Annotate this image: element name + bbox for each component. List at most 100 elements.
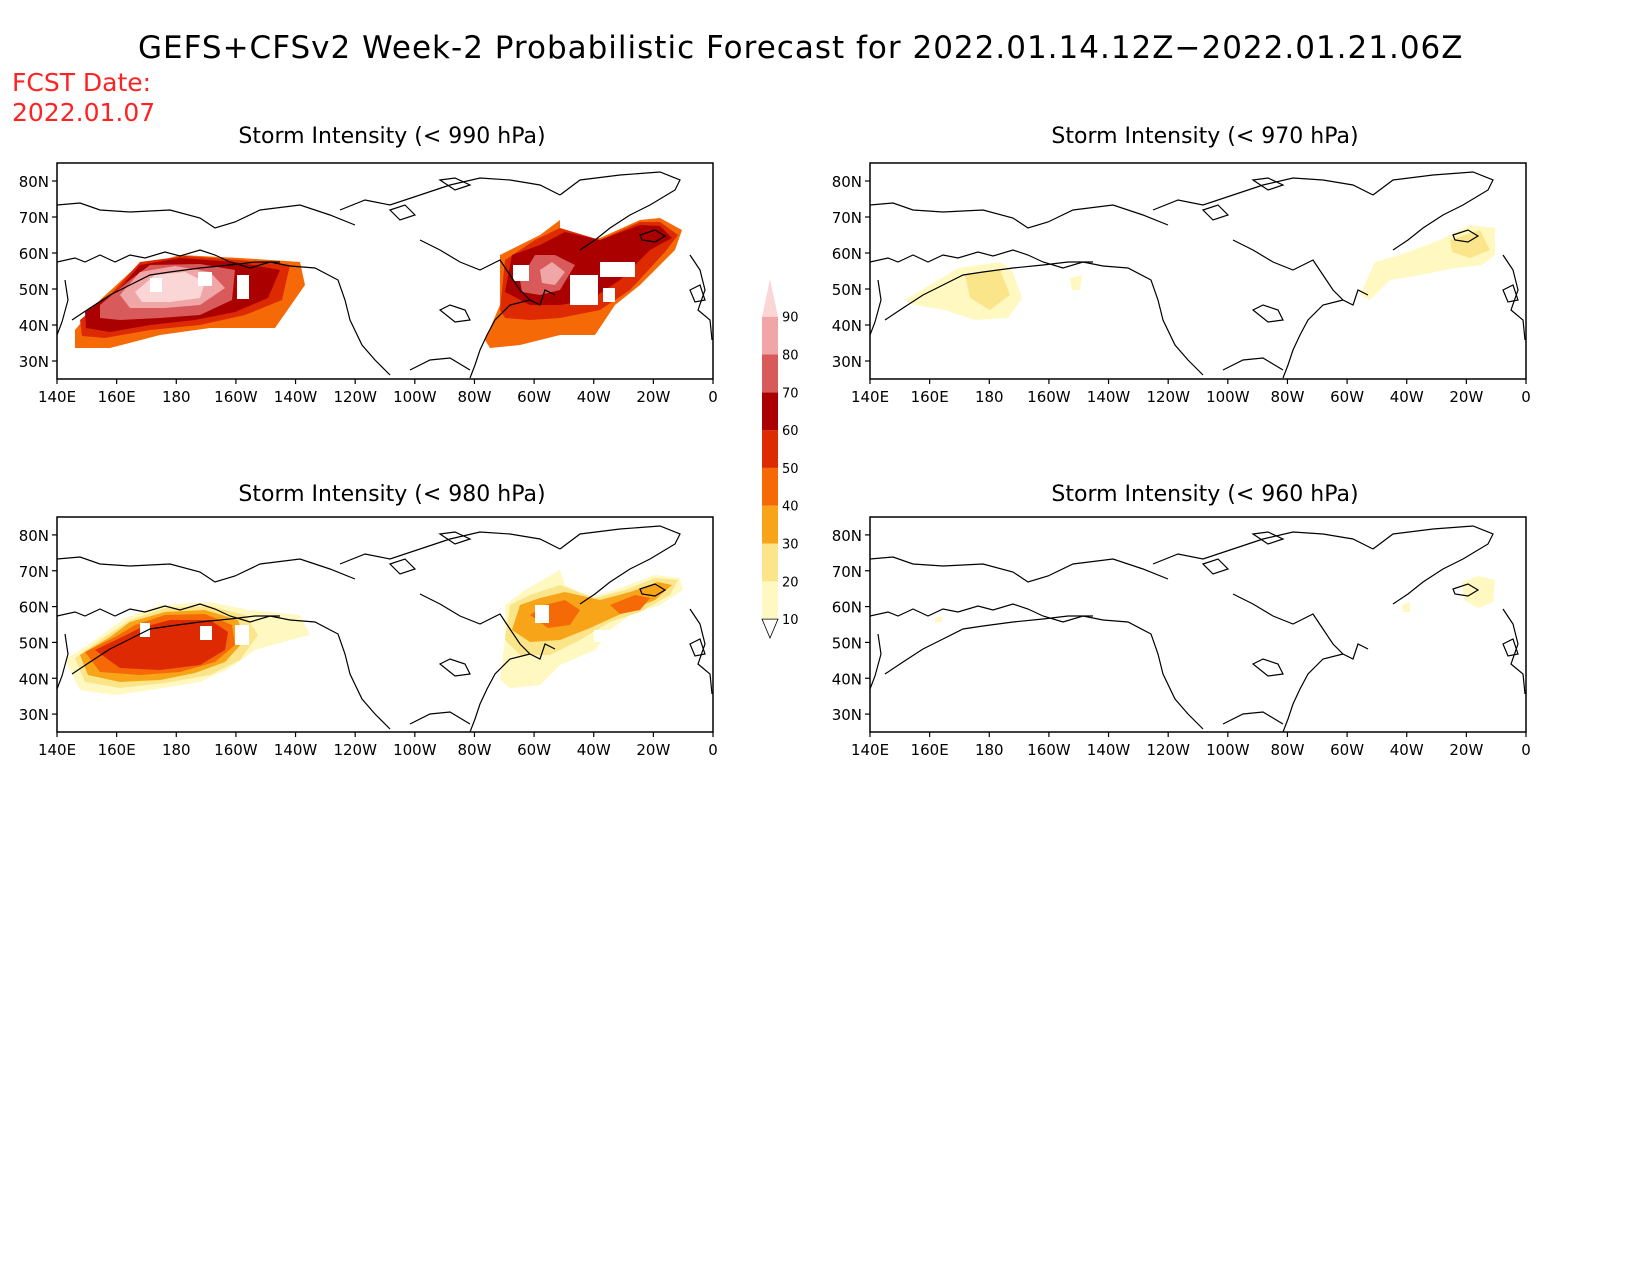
lon-tick-label: 120W <box>333 741 377 759</box>
lat-tick-label: 30N <box>19 706 49 724</box>
lon-tick-label: 80W <box>457 388 491 406</box>
lat-tick-label: 80N <box>832 527 862 545</box>
lat-tick-label: 50N <box>19 634 49 652</box>
lon-tick-label: 140E <box>851 388 889 406</box>
colorbar-swatch <box>762 581 778 620</box>
lat-tick-label: 40N <box>832 670 862 688</box>
lon-tick-label: 100W <box>1206 388 1250 406</box>
lat-tick-label: 60N <box>832 599 862 617</box>
lon-tick-label: 80W <box>457 741 491 759</box>
lon-tick-label: 140W <box>1087 741 1131 759</box>
lon-tick-label: 60W <box>1330 388 1364 406</box>
lon-tick-label: 100W <box>393 388 437 406</box>
colorbar-swatch <box>762 278 778 317</box>
probability-field-980 <box>65 570 683 695</box>
lat-tick-label: 70N <box>832 563 862 581</box>
lon-tick-label: 60W <box>1330 741 1364 759</box>
lon-tick-label: 60W <box>517 741 551 759</box>
lon-tick-label: 80W <box>1270 741 1304 759</box>
colorbar-label: 70 <box>782 386 799 401</box>
lat-tick-label: 50N <box>832 634 862 652</box>
lon-tick-label: 120W <box>1146 741 1190 759</box>
colorbar-label: 60 <box>782 424 799 439</box>
lat-tick-label: 60N <box>19 599 49 617</box>
lon-tick-label: 180 <box>975 388 1004 406</box>
lon-tick-label: 160E <box>98 388 136 406</box>
colorbar-swatch <box>762 505 778 544</box>
lon-tick-label: 0 <box>1521 741 1531 759</box>
colorbar-swatch <box>762 316 778 355</box>
map-panel-980 <box>56 516 714 733</box>
lon-tick-label: 40W <box>577 388 611 406</box>
coastlines-980 <box>57 525 713 732</box>
fcst-date-value: 2022.01.07 <box>12 98 156 127</box>
coastlines-970 <box>870 171 1526 379</box>
colorbar-swatch <box>762 467 778 506</box>
lon-tick-label: 140E <box>38 741 76 759</box>
lon-tick-label: 140E <box>38 388 76 406</box>
lon-tick-label: 0 <box>708 741 718 759</box>
lat-tick-label: 30N <box>832 353 862 371</box>
lon-tick-label: 160E <box>98 741 136 759</box>
lon-tick-label: 20W <box>636 741 670 759</box>
lat-tick-label: 70N <box>19 209 49 227</box>
lon-tick-label: 180 <box>162 741 191 759</box>
lon-tick-label: 0 <box>708 388 718 406</box>
lon-tick-label: 160W <box>1027 741 1071 759</box>
lat-tick-label: 80N <box>832 173 862 191</box>
coastlines-960 <box>870 525 1526 732</box>
fcst-date-label: FCST Date: <box>12 68 152 97</box>
lon-tick-label: 100W <box>393 741 437 759</box>
lon-tick-label: 20W <box>1449 741 1483 759</box>
colorbar-swatch <box>762 543 778 582</box>
map-panel-960 <box>869 516 1527 733</box>
lon-tick-label: 20W <box>1449 388 1483 406</box>
lon-tick-label: 120W <box>333 388 377 406</box>
lat-tick-label: 30N <box>832 706 862 724</box>
axes-layer: 80N 70N 60N 50N 40N 30N 140E 160E 180 160W 140W 120… <box>19 173 1531 759</box>
lat-tick-label: 40N <box>832 317 862 335</box>
probability-field-990 <box>75 218 682 348</box>
lon-tick-label: 140W <box>274 388 318 406</box>
colorbar-label: 80 <box>782 349 799 364</box>
colorbar-swatch <box>762 392 778 431</box>
colorbar-label: 50 <box>782 462 799 477</box>
lon-tick-label: 140W <box>1087 388 1131 406</box>
lon-tick-label: 0 <box>1521 388 1531 406</box>
lon-tick-label: 160W <box>214 741 258 759</box>
lon-tick-label: 140W <box>274 741 318 759</box>
map-panel-990 <box>56 162 714 380</box>
colorbar-lower-triangle <box>761 618 779 640</box>
lon-tick-label: 20W <box>636 388 670 406</box>
panel-title-990: Storm Intensity (< 990 hPa) <box>238 124 546 149</box>
lon-tick-label: 160E <box>911 388 949 406</box>
lon-tick-label: 140E <box>851 741 889 759</box>
lon-tick-label: 160W <box>1027 388 1071 406</box>
lat-tick-label: 40N <box>19 670 49 688</box>
panel-title-970: Storm Intensity (< 970 hPa) <box>1051 124 1359 149</box>
lon-tick-label: 80W <box>1270 388 1304 406</box>
lat-tick-label: 60N <box>832 245 862 263</box>
lat-tick-label: 60N <box>19 245 49 263</box>
map-panel-970 <box>869 162 1527 380</box>
lat-tick-label: 70N <box>832 209 862 227</box>
lon-tick-label: 180 <box>162 388 191 406</box>
lat-tick-label: 80N <box>19 527 49 545</box>
colorbar-label: 90 <box>782 311 799 326</box>
colorbar-label: 20 <box>782 575 799 590</box>
lat-tick-label: 30N <box>19 353 49 371</box>
colorbar-label: 10 <box>782 613 799 628</box>
colorbar-swatch <box>762 430 778 468</box>
lat-tick-label: 40N <box>19 317 49 335</box>
colorbar: 10 20 30 40 50 60 70 80 90 <box>761 278 799 640</box>
lon-tick-label: 100W <box>1206 741 1250 759</box>
colorbar-label: 30 <box>782 538 799 553</box>
lat-tick-label: 50N <box>19 281 49 299</box>
colorbar-label: 40 <box>782 500 799 515</box>
lat-tick-label: 70N <box>19 563 49 581</box>
probability-field-960 <box>935 576 1495 622</box>
panel-title-960: Storm Intensity (< 960 hPa) <box>1051 482 1359 507</box>
lon-tick-label: 160E <box>911 741 949 759</box>
lon-tick-label: 160W <box>214 388 258 406</box>
